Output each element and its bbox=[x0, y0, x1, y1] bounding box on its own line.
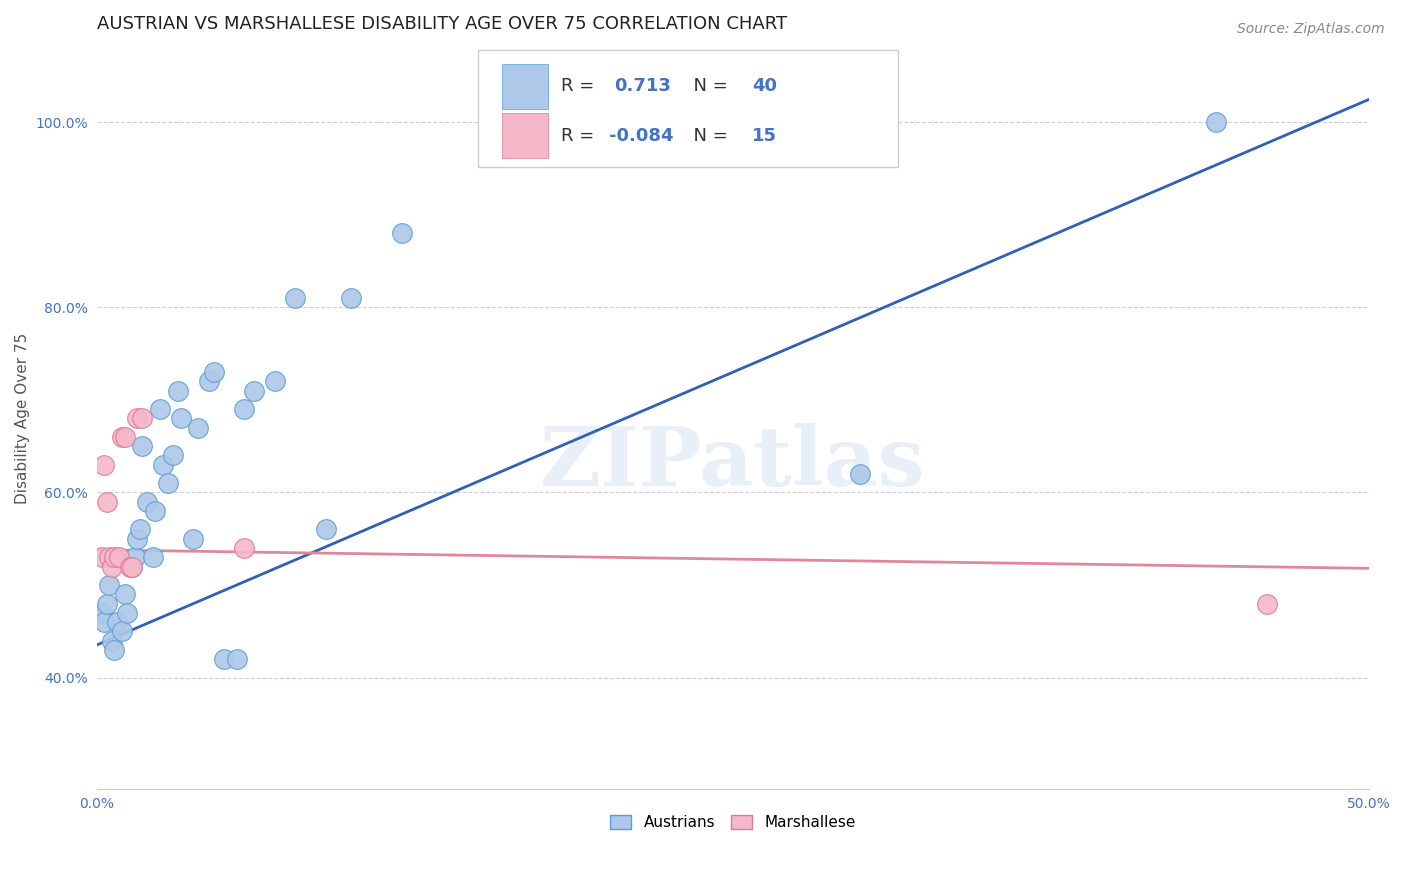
Point bbox=[136, 494, 159, 508]
Point bbox=[114, 430, 136, 444]
Point bbox=[114, 587, 136, 601]
Point bbox=[202, 365, 225, 379]
Point bbox=[93, 615, 115, 629]
Point bbox=[127, 411, 149, 425]
Point bbox=[121, 559, 143, 574]
Point bbox=[233, 541, 256, 555]
Point bbox=[233, 402, 256, 417]
Text: -0.084: -0.084 bbox=[609, 127, 673, 145]
FancyBboxPatch shape bbox=[478, 50, 898, 167]
Point bbox=[391, 227, 413, 241]
Point bbox=[149, 402, 172, 417]
Point bbox=[101, 633, 124, 648]
Point bbox=[162, 449, 184, 463]
Text: ZIPatlas: ZIPatlas bbox=[540, 423, 925, 503]
Text: R =: R = bbox=[561, 78, 600, 95]
Point bbox=[169, 411, 191, 425]
Text: N =: N = bbox=[682, 78, 734, 95]
Text: 40: 40 bbox=[752, 78, 778, 95]
Point bbox=[1256, 597, 1278, 611]
Text: 0.713: 0.713 bbox=[614, 78, 671, 95]
Point bbox=[98, 550, 121, 565]
Text: 15: 15 bbox=[752, 127, 778, 145]
Point bbox=[152, 458, 174, 472]
Point bbox=[121, 559, 143, 574]
FancyBboxPatch shape bbox=[502, 113, 548, 158]
Point bbox=[1205, 115, 1227, 129]
Point bbox=[124, 550, 146, 565]
Point bbox=[108, 550, 131, 565]
Point bbox=[105, 615, 128, 629]
Text: N =: N = bbox=[682, 127, 740, 145]
Point bbox=[340, 291, 363, 305]
Point bbox=[181, 532, 204, 546]
Text: R =: R = bbox=[561, 127, 600, 145]
Point bbox=[111, 430, 134, 444]
Point bbox=[263, 375, 285, 389]
Point bbox=[131, 439, 153, 453]
Point bbox=[111, 624, 134, 639]
Point bbox=[90, 550, 112, 565]
Point bbox=[315, 523, 337, 537]
Point bbox=[225, 652, 247, 666]
Point bbox=[212, 652, 235, 666]
Point bbox=[645, 115, 668, 129]
Point bbox=[197, 375, 219, 389]
Text: AUSTRIAN VS MARSHALLESE DISABILITY AGE OVER 75 CORRELATION CHART: AUSTRIAN VS MARSHALLESE DISABILITY AGE O… bbox=[97, 15, 786, 33]
Point bbox=[93, 458, 115, 472]
Point bbox=[167, 384, 190, 398]
Point bbox=[131, 411, 153, 425]
Point bbox=[284, 291, 307, 305]
Point bbox=[143, 504, 166, 518]
Point bbox=[127, 532, 149, 546]
Point bbox=[156, 476, 179, 491]
Text: Source: ZipAtlas.com: Source: ZipAtlas.com bbox=[1237, 22, 1385, 37]
Legend: Austrians, Marshallese: Austrians, Marshallese bbox=[605, 809, 862, 837]
Point bbox=[103, 550, 125, 565]
Point bbox=[187, 421, 209, 435]
Point bbox=[243, 384, 266, 398]
Point bbox=[141, 550, 163, 565]
Point bbox=[98, 578, 121, 592]
Point bbox=[103, 642, 125, 657]
Point bbox=[115, 606, 138, 620]
Point bbox=[90, 606, 112, 620]
Point bbox=[96, 494, 118, 508]
Point bbox=[101, 559, 124, 574]
Point bbox=[118, 559, 141, 574]
Point bbox=[849, 467, 872, 481]
Point bbox=[96, 597, 118, 611]
Point bbox=[128, 523, 150, 537]
Y-axis label: Disability Age Over 75: Disability Age Over 75 bbox=[15, 333, 30, 504]
FancyBboxPatch shape bbox=[502, 64, 548, 109]
